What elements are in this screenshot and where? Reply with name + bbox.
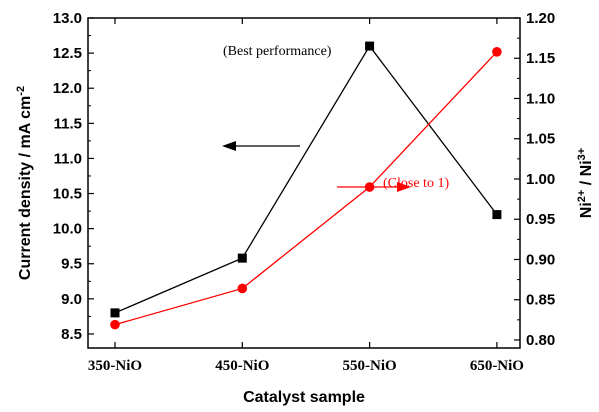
- series-0-point: [492, 210, 502, 220]
- left-tick-label: 12.5: [53, 45, 82, 62]
- left-tick-label: 12.0: [53, 80, 82, 97]
- plot-frame: [87, 17, 521, 349]
- arrow-left-head: [222, 141, 236, 151]
- right-tick-label: 0.90: [526, 251, 555, 268]
- right-tick-label: 1.00: [526, 171, 555, 188]
- left-tick-label: 9.0: [61, 291, 82, 308]
- right-axis-ticks: 0.80 0.85 0.90 0.95 1.00 1.05 1.10 1.15 1.20: [514, 10, 555, 349]
- left-tick-label: 9.5: [61, 256, 82, 273]
- series-0-point: [365, 41, 375, 51]
- left-tick-label: 8.5: [61, 326, 82, 343]
- right-axis-title-ni3: / Ni: [578, 160, 595, 189]
- series-0-point: [110, 308, 120, 318]
- right-tick-label: 1.20: [526, 10, 555, 27]
- left-tick-label: 11.5: [54, 115, 82, 132]
- annotation-close-to-1: (Close to 1): [383, 176, 449, 191]
- left-axis-title-text: Current density / mA cm: [17, 96, 34, 280]
- right-tick-label: 1.05: [526, 131, 555, 148]
- left-axis-title-exponent: -2: [15, 86, 27, 96]
- right-tick-label: 0.95: [526, 211, 555, 228]
- left-tick-label: 10.5: [53, 186, 82, 203]
- right-axis-title-ni2: Ni: [578, 202, 595, 218]
- series-layer: [110, 41, 502, 330]
- arrow-left-indicator: [222, 141, 300, 151]
- series-1-line: [114, 51, 498, 326]
- x-tick-label: 350-NiO: [88, 358, 142, 374]
- right-tick-label: 0.80: [526, 332, 555, 349]
- x-tick-label: 650-NiO: [470, 358, 524, 374]
- x-axis-ticks: 350-NiO 450-NiO 550-NiO 650-NiO: [88, 18, 524, 374]
- annotation-best-performance: (Best performance): [223, 44, 332, 59]
- series-1-point: [237, 283, 248, 294]
- right-tick-label: 1.15: [526, 50, 555, 67]
- right-axis-title: Ni2+ / Ni3+: [576, 148, 595, 218]
- left-tick-label: 11.0: [54, 150, 82, 167]
- left-axis-ticks: 8.5 9.0 9.5 10.0 10.5 11.0 11.5 12.0 12.5 13.0: [53, 10, 94, 343]
- series-1-point: [110, 319, 120, 330]
- left-axis-title: Current density / mA cm-2: [15, 86, 34, 280]
- series-0-point: [237, 253, 247, 263]
- series-1-point: [492, 47, 502, 57]
- right-axis-title-sup1: 2+: [576, 190, 588, 203]
- right-axis-title-sup2: 3+: [576, 148, 588, 161]
- right-tick-label: 1.10: [526, 90, 555, 107]
- x-tick-label: 450-NiO: [215, 358, 269, 374]
- left-tick-label: 13.0: [53, 10, 82, 27]
- arrow-right-head: [397, 182, 411, 192]
- arrow-right-indicator: [337, 182, 411, 192]
- right-tick-label: 0.85: [526, 292, 555, 309]
- left-tick-label: 10.0: [53, 221, 82, 238]
- series-0-line: [114, 44, 498, 314]
- x-tick-label: 550-NiO: [343, 358, 397, 374]
- x-axis-title: Catalyst sample: [243, 389, 365, 406]
